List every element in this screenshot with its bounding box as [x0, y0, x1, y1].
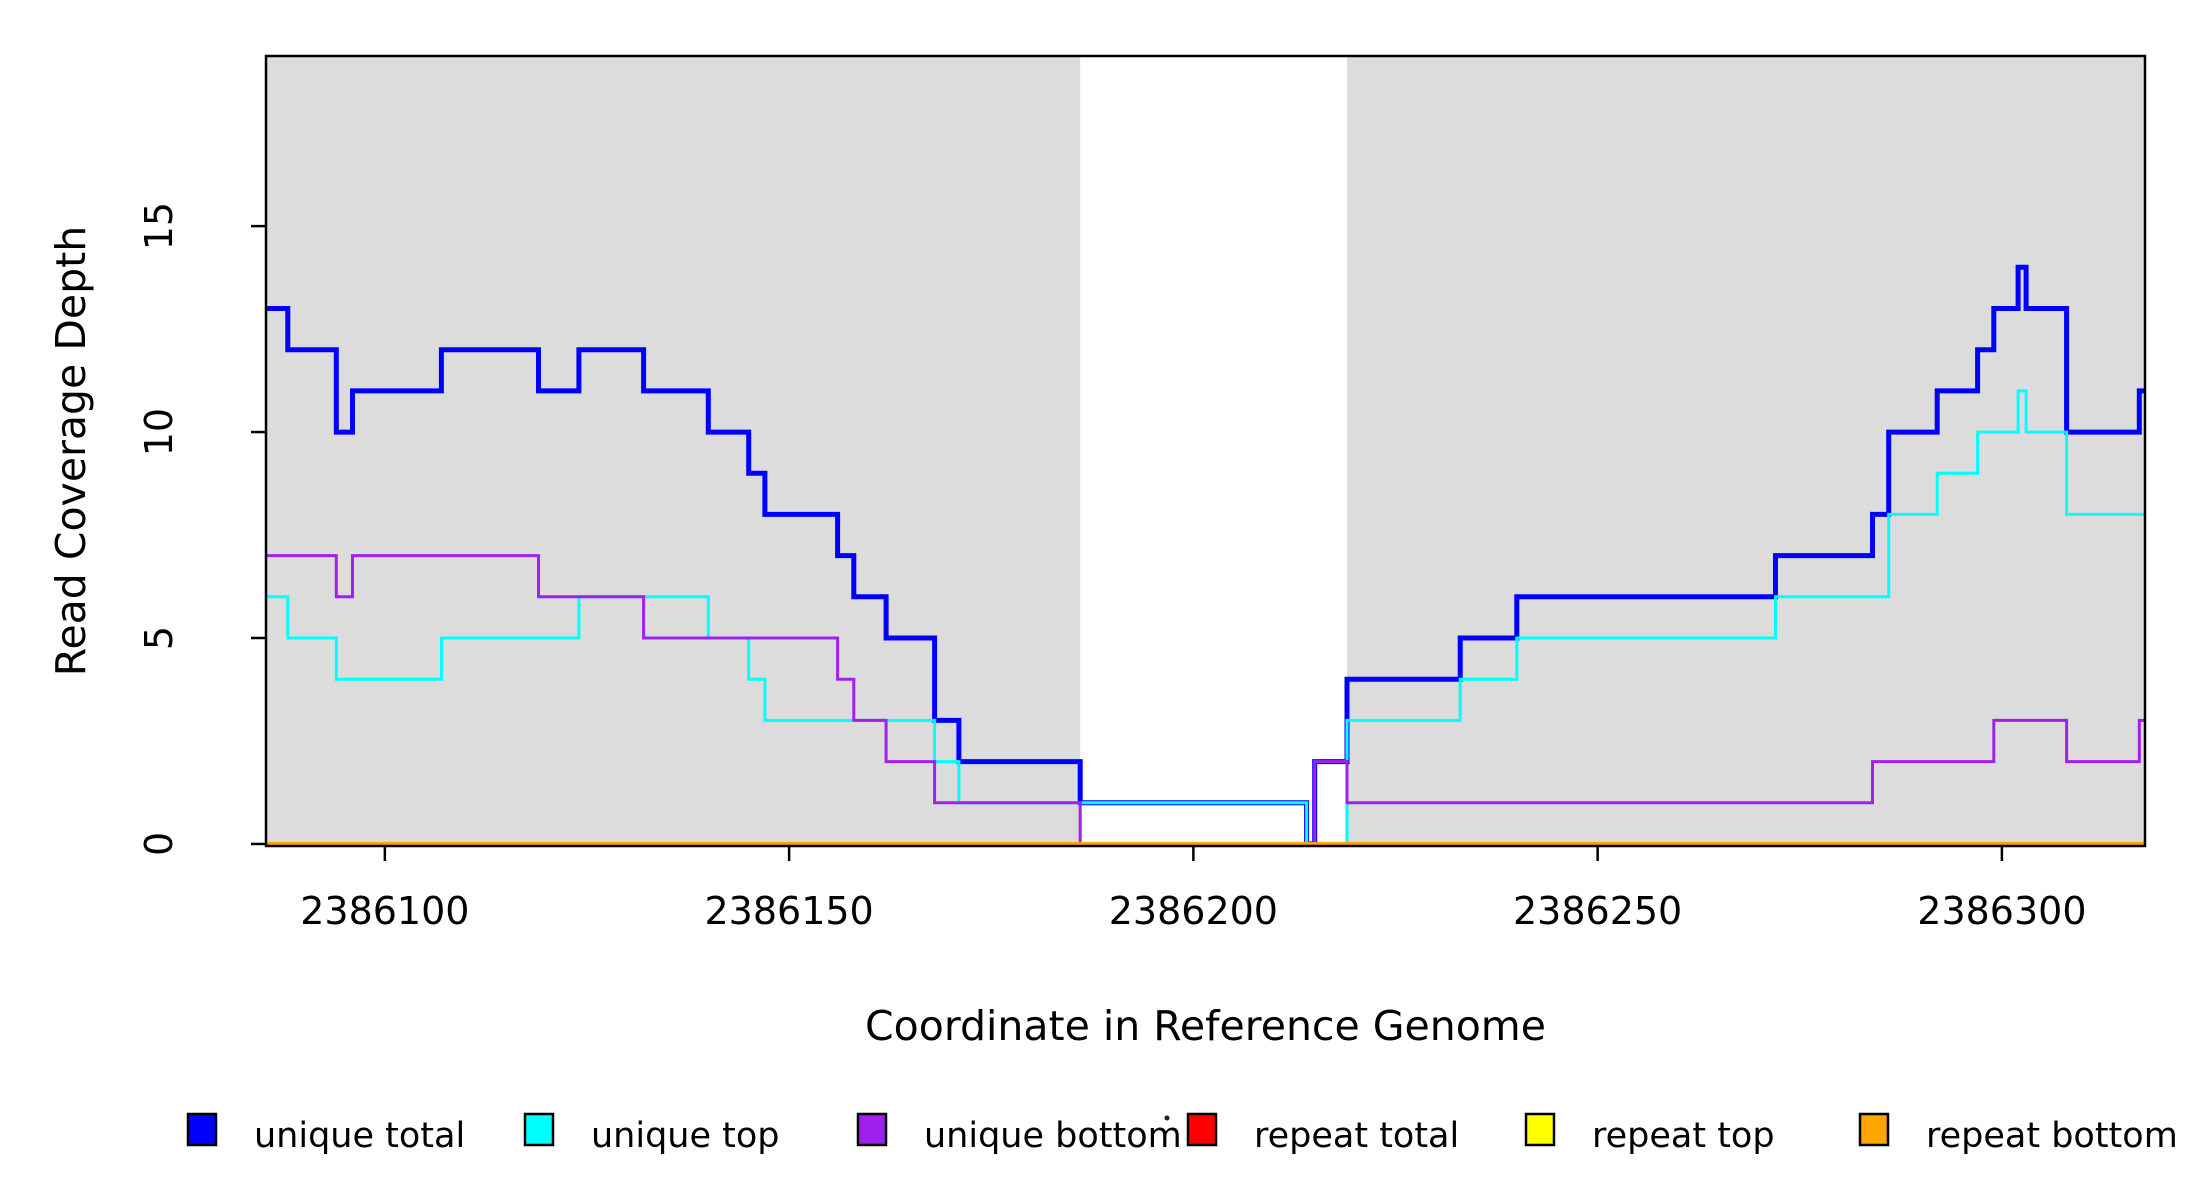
y-tick-label: 0	[137, 832, 181, 856]
x-tick-label: 2386150	[704, 889, 873, 933]
legend-swatch	[1858, 1112, 1890, 1147]
x-tick-label: 2386300	[1917, 889, 2086, 933]
legend-swatch	[856, 1112, 888, 1147]
legend-item-unique-total: unique total	[186, 1112, 465, 1156]
plot-frame	[264, 54, 2147, 848]
legend-swatch	[523, 1112, 555, 1147]
x-tick-label: 2386100	[300, 889, 469, 933]
series-lines	[265, 264, 2145, 847]
legend-item-label: repeat top	[1592, 1116, 1775, 1156]
series-unique-bottom	[265, 554, 2145, 846]
legend-swatch	[1186, 1112, 1218, 1147]
y-tick-label: 10	[137, 408, 181, 456]
legend-item-repeat-top: repeat top	[1524, 1112, 1775, 1156]
legend-artifact-dot	[1164, 1115, 1170, 1121]
x-axis: 2386100 2386150 2386200 2386250 2386300	[300, 846, 2087, 933]
legend-item-label: repeat total	[1254, 1116, 1459, 1156]
y-tick-label: 15	[137, 202, 181, 250]
x-axis-title: Coordinate in Reference Genome	[865, 1002, 1546, 1050]
legend-item-label: unique top	[591, 1116, 780, 1156]
y-axis-title: Read Coverage Depth	[47, 226, 95, 676]
legend-item-label: repeat bottom	[1926, 1116, 2178, 1156]
x-tick-label: 2386250	[1513, 889, 1682, 933]
legend-item-unique-top: unique top	[523, 1112, 780, 1156]
y-tick-label: 5	[137, 626, 181, 650]
x-tick-label: 2386200	[1109, 889, 1278, 933]
y-axis: 0 5 10 15	[137, 202, 266, 856]
shaded-region	[266, 56, 1081, 846]
legend-swatch	[1524, 1112, 1556, 1147]
legend-item-repeat-bottom: repeat bottom	[1858, 1112, 2178, 1156]
legend-swatch	[186, 1112, 218, 1147]
legend-item-repeat-total: repeat total	[1186, 1112, 1459, 1156]
legend-item-label: unique bottom	[924, 1116, 1182, 1156]
shaded-region	[1346, 56, 2145, 846]
legend-item-unique-bottom: unique bottom	[856, 1112, 1182, 1156]
legend: unique total unique top unique bottom repea…	[186, 1112, 2178, 1156]
series-unique-total	[265, 264, 2145, 847]
shaded-flank-regions	[266, 56, 2145, 846]
legend-item-label: unique total	[254, 1116, 465, 1156]
